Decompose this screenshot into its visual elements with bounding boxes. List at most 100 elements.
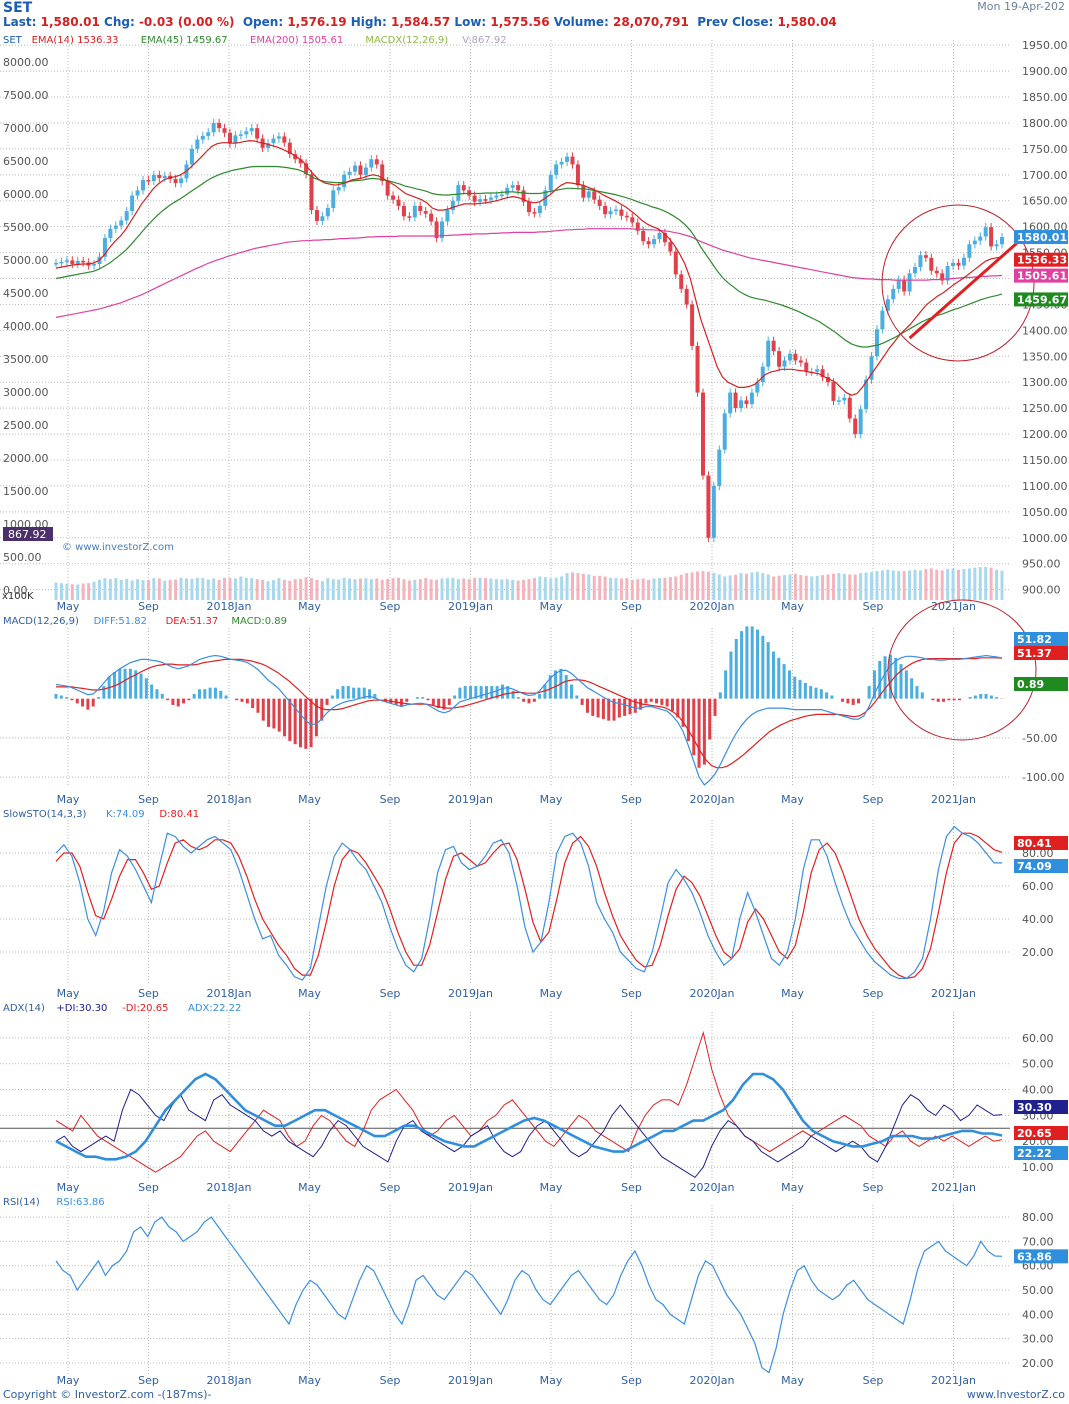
- adx-xlabel: May: [781, 1181, 804, 1194]
- volume-bar: [195, 577, 199, 600]
- volume-bar: [397, 577, 401, 600]
- candle-body: [902, 279, 907, 292]
- candle-body: [233, 135, 238, 144]
- volume-bar: [174, 579, 178, 600]
- candle-body: [668, 242, 673, 252]
- sto-xlabel: May: [781, 987, 804, 1000]
- volume-bar: [679, 574, 683, 600]
- candle-body: [815, 369, 820, 372]
- candle-body: [401, 205, 406, 217]
- volume-axis-tick: 0.00: [3, 584, 28, 597]
- macd-histogram-bar: [123, 668, 127, 699]
- price-axis-tick: 1650.00: [1022, 195, 1068, 208]
- volume-bar: [375, 578, 379, 600]
- candle-body: [59, 261, 64, 264]
- volume-bar: [598, 575, 602, 600]
- volume-bar: [418, 579, 422, 600]
- volume-bar: [897, 571, 901, 600]
- volume-bar: [647, 579, 651, 600]
- volume-bar: [880, 570, 884, 600]
- macd-histogram-bar: [373, 693, 377, 699]
- ema200-tag-bg: [1014, 268, 1068, 283]
- macd-histogram-bar: [857, 698, 861, 704]
- candle-body: [777, 351, 782, 367]
- rsi-line: [55, 1216, 1003, 1374]
- macd-histogram-bar: [979, 693, 983, 699]
- macd-histogram-bar: [968, 697, 972, 699]
- macd-histogram-bar: [660, 698, 664, 705]
- volume-bar: [103, 578, 107, 600]
- volume-bar: [184, 578, 188, 600]
- macd-histogram-bar: [511, 690, 515, 699]
- price-axis-tick: 1300.00: [1022, 376, 1068, 389]
- volume-bar: [364, 578, 368, 600]
- volume-bar: [913, 569, 917, 600]
- macd-histogram-bar: [771, 651, 775, 699]
- macd-legend-item: DIFF:51.82: [94, 616, 147, 627]
- macd-histogram-bar: [213, 687, 217, 699]
- adx-xlabel: Sep: [380, 1181, 401, 1194]
- macd-xlabel: Sep: [863, 793, 884, 806]
- macd-histogram-bar: [729, 651, 733, 699]
- macd-xlabel: May: [781, 793, 804, 806]
- site-link[interactable]: www.InvestorZ.co: [966, 1388, 1065, 1401]
- volume-bar: [320, 581, 324, 600]
- macd-histogram-bar: [607, 698, 611, 721]
- volume-bar: [717, 574, 721, 600]
- macd-histogram-bar: [803, 682, 807, 699]
- candle-body: [913, 267, 918, 274]
- macd-histogram-bar: [888, 654, 892, 699]
- macd-histogram-bar: [75, 698, 79, 704]
- volume-bar: [511, 579, 515, 600]
- candle-body: [238, 134, 243, 136]
- candle-body: [961, 257, 966, 266]
- volume-bar: [146, 579, 150, 600]
- sto-xlabel: Sep: [621, 987, 642, 1000]
- candle-body: [722, 413, 727, 450]
- volume-bar: [777, 575, 781, 600]
- volume-bar: [505, 579, 509, 600]
- macd-histogram-bar: [777, 657, 781, 699]
- candle-body: [211, 122, 216, 133]
- volume-axis-tick: 1500.00: [3, 485, 49, 498]
- volume-bar: [244, 577, 248, 600]
- volume-bar: [810, 576, 814, 600]
- volume-bar: [924, 569, 928, 600]
- candle-body: [657, 232, 662, 240]
- volume-bar: [674, 576, 678, 600]
- adx-xlabel: 2020Jan: [690, 1181, 735, 1194]
- candle-body: [119, 220, 124, 226]
- volume-bar: [201, 578, 205, 600]
- volume-bar: [570, 572, 574, 600]
- price-axis-tick: 1800.00: [1022, 117, 1068, 130]
- macd-histogram-bar: [591, 698, 595, 716]
- candle-body: [983, 227, 988, 237]
- volume-bar: [842, 573, 846, 600]
- macd-histogram-bar: [325, 698, 329, 705]
- sto-k-tag: 74.09: [1017, 860, 1052, 873]
- candle-body: [336, 187, 341, 191]
- volume-bar: [494, 579, 498, 600]
- volume-bar: [59, 583, 63, 600]
- candle-body: [749, 392, 754, 404]
- price-legend-item: EMA(14) 1536.33: [32, 35, 119, 46]
- volume-bar: [239, 576, 243, 600]
- macd-histogram-bar: [761, 635, 765, 699]
- candle-body: [586, 191, 591, 198]
- volume-bar: [652, 578, 656, 600]
- macd-histogram-bar: [915, 686, 919, 699]
- candle-body: [461, 185, 466, 191]
- adx-axis-tick: 60.00: [1022, 1032, 1054, 1045]
- adx-legend-item: -DI:20.65: [122, 1003, 168, 1014]
- volume-bar: [206, 579, 210, 600]
- price-xlabel: May: [540, 600, 563, 613]
- candle-body: [945, 266, 950, 281]
- macd-histogram-bar: [782, 664, 786, 699]
- macd-histogram-bar: [809, 686, 813, 699]
- volume-bar: [271, 580, 275, 600]
- adx-legend-item: +DI:30.30: [56, 1003, 107, 1014]
- macd-histogram-bar: [681, 698, 685, 727]
- macd-legend-item: DEA:51.37: [166, 616, 219, 627]
- ema14-line: [55, 139, 1003, 396]
